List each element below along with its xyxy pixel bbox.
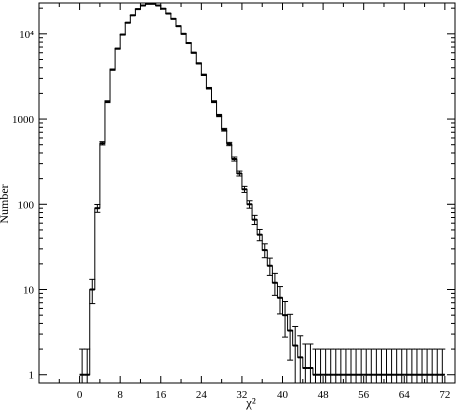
y-tick-label: 100: [18, 199, 35, 211]
plot-frame: [38, 2, 456, 384]
axes: 0 8 16 24 32 40 48 56 64 72 1 10 100 1000 10⁴: [12, 2, 456, 401]
y-tick-label: 1: [29, 370, 35, 382]
histogram-step-line: [79, 3, 445, 376]
x-tick-label: 48: [318, 389, 330, 401]
x-tick-label: 24: [196, 389, 208, 401]
x-tick-label: 64: [399, 389, 411, 401]
y-tick-label: 10: [23, 285, 35, 297]
x-tick-label: 40: [277, 389, 289, 401]
y-tick-label: 1000: [12, 114, 35, 126]
histogram-series: [79, 2, 446, 384]
x-tick-label: 72: [439, 389, 450, 401]
x-tick-label: 16: [155, 389, 167, 401]
y-axis-label: Number: [0, 184, 11, 223]
x-tick-label: 56: [358, 389, 370, 401]
x-tick-label: 0: [77, 389, 83, 401]
y-tick-label: 10⁴: [19, 29, 34, 41]
x-tick-label: 8: [117, 389, 123, 401]
x-axis-label: χ²: [245, 395, 256, 410]
x-tick-label: 32: [236, 389, 247, 401]
